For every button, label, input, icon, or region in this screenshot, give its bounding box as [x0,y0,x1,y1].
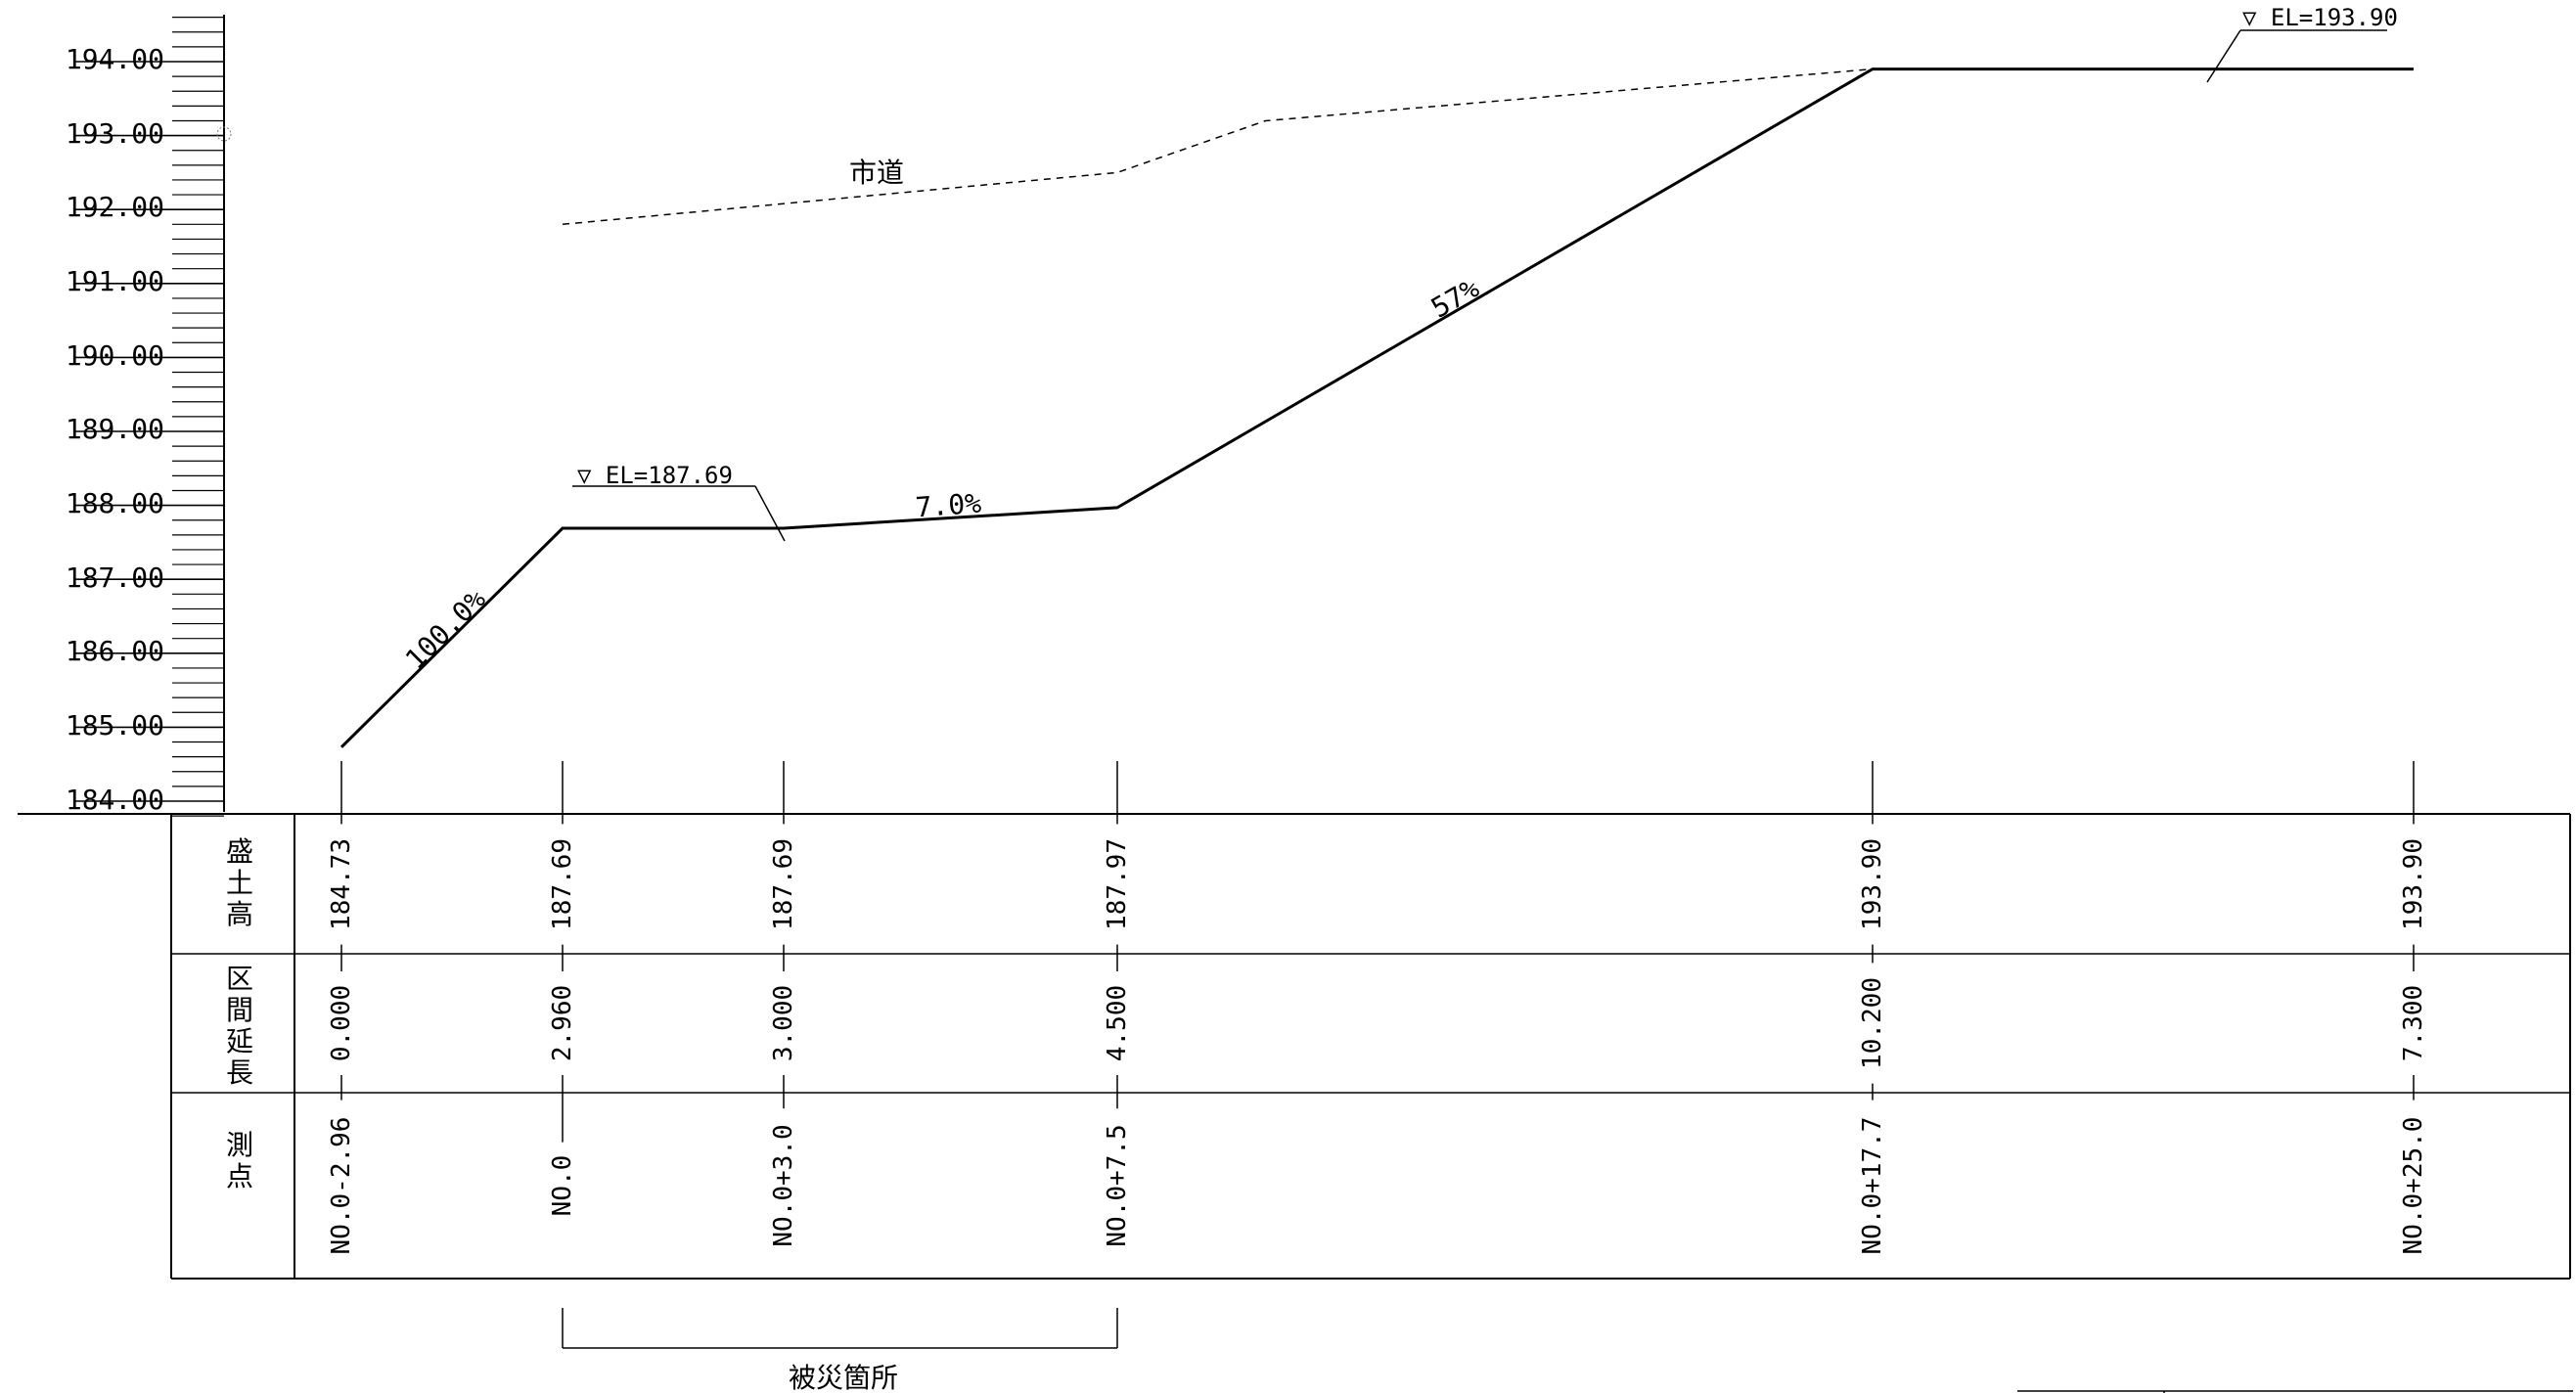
slope-label-57: 57% [1425,272,1484,325]
header-char: 延 [226,1025,253,1057]
table-cell-station: NO.0+25.0 [2399,1117,2428,1255]
profile-table: 盛 土 高 区 間 延 長 測 点 184.730.000NO.0-2.9618… [18,813,2571,1280]
scale-label: 185.00 [66,709,164,741]
table-cell-station: NO.0-2.96 [327,1117,356,1255]
left-level-callout: ▽ EL=187.69 [572,462,786,542]
station-ticks [340,761,2415,814]
crosshair-marker [216,126,232,142]
right-level-callout: ▽ EL=193.90 [2206,4,2398,83]
table-cell-section-length: 10.200 [1858,977,1887,1069]
header-char: 点 [226,1160,253,1192]
damage-section-bracket: 被災箇所 [562,1308,1118,1393]
scale-labels: 194.00 193.00 192.00 191.00 190.00 189.0… [66,43,164,816]
scale-label: 191.00 [66,265,164,297]
road-label: 市道 [849,157,904,189]
header-char: 長 [226,1056,253,1089]
damage-label: 被災箇所 [789,1362,898,1393]
elevation-scale: 194.00 193.00 192.00 191.00 190.00 189.0… [66,15,232,817]
right-level-label: ▽ EL=193.90 [2242,4,2398,31]
table-cell-section-length: 4.500 [1103,985,1132,1061]
slope-label-7: 7.0% [915,487,983,524]
table-cell-station: NO.0+17.7 [1858,1117,1887,1255]
road-line [562,67,1874,226]
table-cell-fill-height: 193.90 [2399,838,2428,930]
table-cell-station: NO.0+3.0 [769,1124,798,1246]
table-cell-section-length: 7.300 [2399,985,2428,1061]
row-header-section-length: 区 間 延 長 [226,963,253,1089]
annotations: 市道 ▽ EL=187.69 ▽ EL=193.90 100.0% 7.0% 5… [399,4,2398,676]
table-cell-station: NO.0+7.5 [1103,1124,1132,1246]
scale-label: 192.00 [66,191,164,223]
row-header-station: 測 点 [226,1129,253,1192]
header-char: 高 [226,898,253,930]
scale-ticks [73,17,224,817]
slope-label-100: 100.0% [399,583,492,676]
scale-label: 194.00 [66,43,164,75]
header-char: 盛 [226,835,253,868]
fill-profile-line [339,67,2414,748]
table-cells: 184.73 0.000 NO.0-2.96 187.69 2.960 NO.0 187.6… [327,814,2428,1254]
header-char: 間 [226,994,253,1026]
table-cell-fill-height: 187.97 [1103,838,1132,930]
table-cell-fill-height: 187.69 [548,838,577,930]
left-level-label: ▽ EL=187.69 [577,462,733,489]
scale-label: 184.00 [66,784,164,816]
leader-line [754,485,786,542]
profile-plot [339,67,2415,814]
scale-label: 189.00 [66,413,164,445]
scale-label: 187.00 [66,562,164,594]
scale-label: 186.00 [66,635,164,667]
table-cell-fill-height: 187.69 [769,838,798,930]
table-cell-fill-height: 184.73 [327,838,356,930]
scale-label: 188.00 [66,487,164,519]
table-cell-section-length: 3.000 [769,985,798,1061]
table-cell-station: NO.0 [548,1155,577,1217]
leader-line [2206,29,2241,83]
header-char: 測 [226,1129,253,1161]
scale-label: 190.00 [66,339,164,372]
table-cell-fill-height: 193.90 [1858,838,1887,930]
table-cell-section-length: 2.960 [548,985,577,1061]
scale-label: 193.00 [66,117,164,150]
header-char: 区 [226,963,253,995]
header-char: 土 [226,867,253,899]
row-header-fill-height: 盛 土 高 [226,835,253,930]
table-cell-section-length: 0.000 [327,985,356,1061]
